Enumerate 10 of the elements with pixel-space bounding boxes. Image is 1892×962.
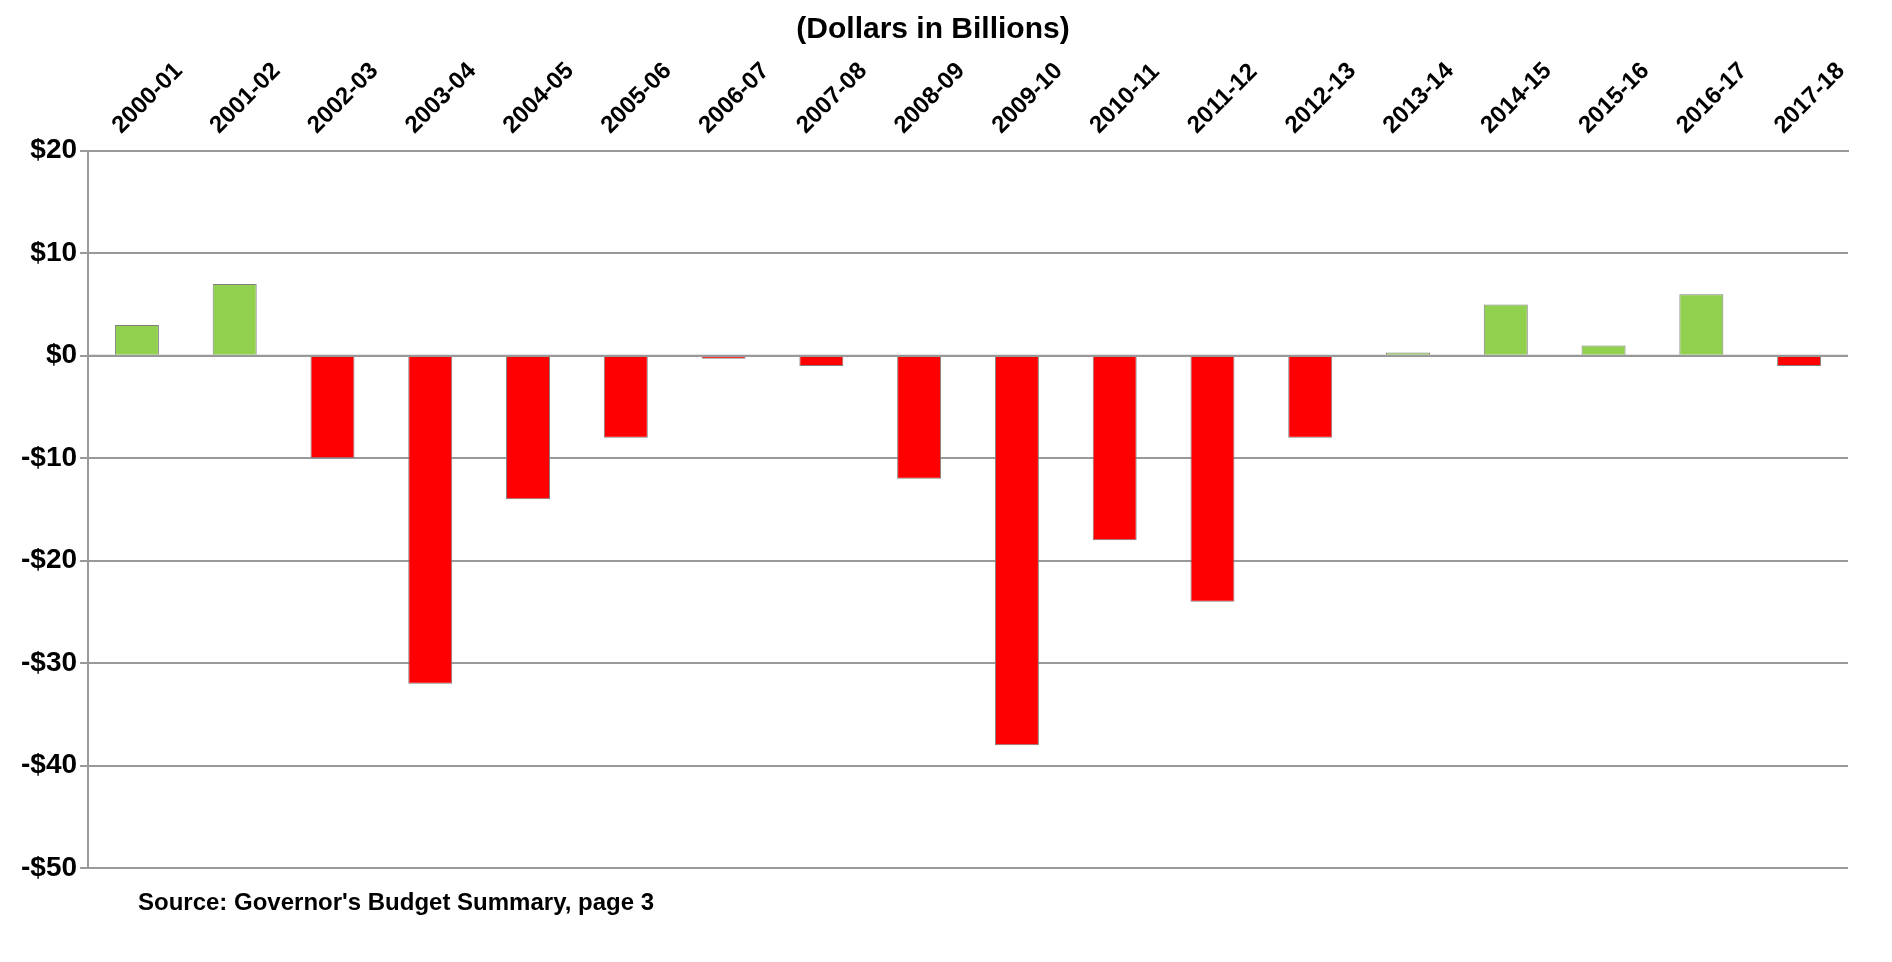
y-tick-label: -$50: [20, 850, 78, 882]
chart-title: (Dollars in Billions): [796, 11, 1070, 45]
y-tick-label: $10: [30, 235, 78, 267]
y-tick-label: -$30: [20, 645, 78, 677]
source-note: Source: Governor's Budget Summary, page 3: [138, 888, 656, 916]
y-tick-label: $20: [30, 133, 78, 165]
y-tick-label: -$40: [20, 748, 78, 780]
y-tick-label: $0: [45, 338, 78, 370]
y-tick-label: -$10: [20, 440, 78, 472]
y-tick-label: -$20: [20, 543, 78, 575]
